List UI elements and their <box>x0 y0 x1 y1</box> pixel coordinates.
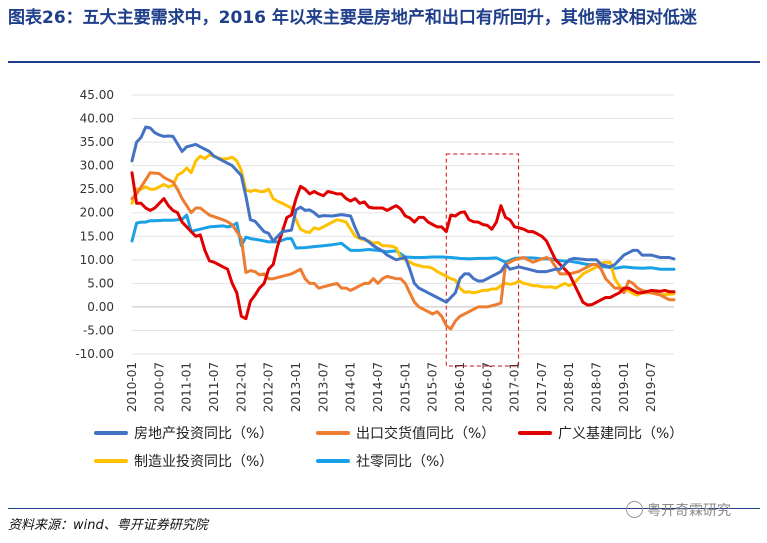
source-divider <box>8 508 760 509</box>
y-tick-label: 25.00 <box>80 182 114 196</box>
x-tick-label: 2018-07 <box>590 362 604 412</box>
y-tick-label: 35.00 <box>80 135 114 149</box>
y-tick-label: 40.00 <box>80 112 114 126</box>
x-tick-label: 2010-01 <box>125 362 139 412</box>
legend-label: 广义基建同比（%） <box>558 425 683 442</box>
x-tick-label: 2012-07 <box>262 362 276 412</box>
series-line-3 <box>130 171 676 321</box>
x-tick-label: 2017-07 <box>535 362 549 412</box>
y-tick-label: 10.00 <box>80 253 114 267</box>
watermark-text: 粤开奇霖研究 <box>647 503 731 519</box>
y-axis-gridlines <box>132 94 674 355</box>
x-tick-label: 2013-01 <box>289 362 303 412</box>
y-tick-label: 0.00 <box>87 300 114 314</box>
y-tick-label: -10.00 <box>75 347 114 361</box>
x-tick-label: 2013-07 <box>316 362 330 412</box>
x-tick-label: 2016-07 <box>480 362 494 412</box>
y-tick-label: -5.00 <box>83 323 114 337</box>
series-lines <box>130 125 676 331</box>
page-title: 图表26：五大主要需求中，2016 年以来主要是房地产和出口有所回升，其他需求相… <box>8 8 697 28</box>
series-line-1 <box>130 125 676 304</box>
x-tick-label: 2011-01 <box>180 362 194 412</box>
wechat-icon <box>626 501 643 518</box>
x-tick-label: 2012-01 <box>234 362 248 412</box>
x-tick-label: 2015-01 <box>398 362 412 412</box>
x-tick-label: 2016-01 <box>453 362 467 412</box>
line-chart: 45.00 40.00 35.00 30.00 25.00 20.00 15.00 10.00… <box>75 88 683 470</box>
x-tick-label: 2010-07 <box>152 362 166 412</box>
x-tick-label: 2017-01 <box>508 362 522 412</box>
x-tick-label: 2019-01 <box>617 362 631 412</box>
y-tick-label: 5.00 <box>87 276 114 290</box>
legend-label: 出口交货值同比（%） <box>356 425 495 442</box>
y-tick-label: 45.00 <box>80 88 114 102</box>
chart-legend: 房地产投资同比（%） 出口交货值同比（%） 广义基建同比（%） 制造业投资同比（%） 社… <box>94 425 683 470</box>
x-tick-label: 2014-07 <box>371 362 385 412</box>
legend-label: 房地产投资同比（%） <box>134 426 273 442</box>
series-line-4 <box>130 153 676 297</box>
x-tick-label: 2018-01 <box>562 362 576 412</box>
y-tick-label: 20.00 <box>80 206 114 220</box>
series-line-2 <box>130 171 676 331</box>
y-tick-label: 15.00 <box>80 229 114 243</box>
x-axis-tick-labels: 2010-01 2010-07 2011-01 2011-07 2012-01 2012-… <box>125 362 658 412</box>
x-tick-label: 2011-07 <box>207 362 221 412</box>
x-tick-label: 2014-01 <box>344 362 358 412</box>
series-line-5 <box>130 213 676 271</box>
source-note: 资料来源：wind、粤开证券研究院 <box>8 518 208 533</box>
watermark: 粤开奇霖研究 <box>626 500 731 520</box>
x-tick-label: 2019-07 <box>644 362 658 412</box>
x-tick-label: 2015-07 <box>426 362 440 412</box>
legend-label: 制造业投资同比（%） <box>134 454 273 470</box>
y-tick-label: 30.00 <box>80 159 114 173</box>
legend-label: 社零同比（%） <box>356 454 453 470</box>
title-divider <box>8 61 760 63</box>
y-axis-tick-labels: 45.00 40.00 35.00 30.00 25.00 20.00 15.00 10.00… <box>75 88 114 361</box>
